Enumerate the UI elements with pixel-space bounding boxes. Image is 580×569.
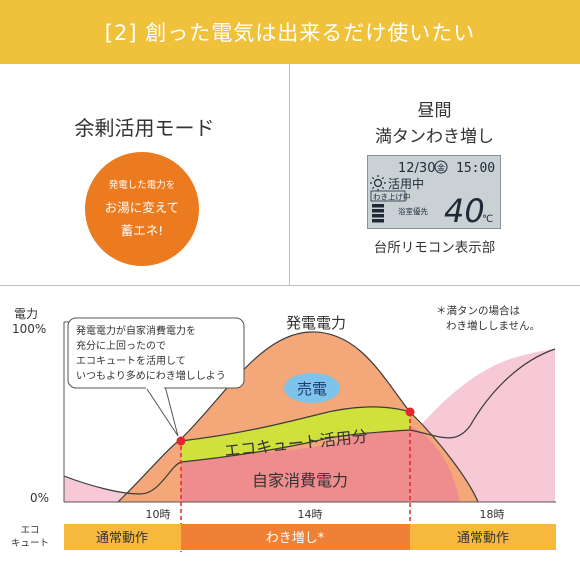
note-line-1: ＊満タンの場合は (436, 304, 520, 317)
tank-level-icon (372, 204, 384, 223)
note-line-2: わき増ししません。 (446, 319, 540, 332)
feature-title-line-1: 昼間 (417, 101, 452, 121)
x-tick-14: 14時 (298, 508, 323, 521)
timeline-normal-morning (64, 524, 181, 550)
timeline-boost (181, 524, 410, 550)
callout-line-3: エコキュートを活用して (76, 355, 186, 367)
header-title: [2] 創った電気は出来るだけ使いたい (104, 21, 476, 45)
timeline-label-line-1: エコ (20, 525, 39, 536)
sun-icon (370, 175, 386, 191)
y-axis-label: 電力 (14, 307, 38, 321)
demand-curve (63, 348, 556, 495)
self-consumption-label: 自家消費電力 (252, 471, 348, 490)
timeline-label-line-2: キュート (11, 538, 49, 549)
callout-line-2: 充分に上回ったので (76, 339, 166, 352)
remote-label: 台所リモコン表示部 (373, 240, 496, 256)
lcd-bath-priority: 浴室優先 (398, 206, 428, 216)
badge-line-1: 発電した電力を (108, 180, 176, 191)
lcd-date: 12/30 (398, 161, 435, 176)
feature-title-line-2: 満タンわき増し (375, 127, 494, 147)
callout-pointer-mask (146, 385, 164, 389)
start-boost-marker (176, 436, 186, 446)
mode-title: 余剰活用モード (74, 116, 215, 140)
generation-label: 発電電力 (286, 314, 346, 332)
timeline-segment-1: 通常動作 (96, 531, 148, 546)
panel-divider (289, 64, 290, 285)
timeline-normal-evening (410, 524, 556, 550)
remote-lcd-display: 12/30 金 15:00 活用中 わき上げ中 浴室優先 40 ℃ (367, 155, 501, 229)
badge-line-2: お湯に変えて (104, 200, 180, 215)
power-graph: 電力 100% 0% 10時 14時 18時 発電電力が自家消費電力を 充分に上… (11, 304, 556, 552)
y-min-label: 0% (30, 491, 49, 505)
sell-bubble (284, 373, 340, 403)
mode-panels: 余剰活用モード 発電した電力を お湯に変えて 蓄エネ! 昼間 満タンわき増し 台… (0, 64, 580, 286)
lcd-weekday-circle (434, 160, 448, 174)
callout-line-1: 発電電力が自家消費電力を (76, 324, 196, 337)
mode-badge: 発電した電力を お湯に変えて 蓄エネ! (85, 152, 199, 266)
sell-label: 売電 (297, 380, 327, 398)
callout-pointer (144, 385, 179, 437)
lcd-weekday: 金 (437, 163, 445, 173)
timeline-segment-3: 通常動作 (457, 531, 509, 546)
lcd-temperature: 40 (444, 192, 485, 229)
x-tick-10: 10時 (146, 508, 171, 521)
self-consumption-area (181, 423, 460, 502)
callout-line-4: いつもより多めにわき増ししよう (76, 369, 226, 382)
lcd-status: 活用中 (388, 176, 424, 191)
lcd-sub-status-box (370, 190, 406, 202)
x-tick-18: 18時 (480, 508, 505, 521)
header-bar: [2] 創った電気は出来るだけ使いたい (0, 0, 580, 64)
ecocute-band (181, 406, 410, 462)
lcd-time: 15:00 (456, 161, 495, 176)
badge-line-3: 蓄エネ! (120, 223, 164, 238)
lcd-temp-unit: ℃ (482, 214, 493, 225)
timeline-segment-2: わき増し* (266, 531, 325, 546)
y-max-label: 100% (12, 322, 46, 336)
end-boost-marker (405, 407, 415, 417)
ecocute-band-outline (180, 406, 411, 463)
lcd-sub-status: わき上げ中 (373, 192, 411, 202)
